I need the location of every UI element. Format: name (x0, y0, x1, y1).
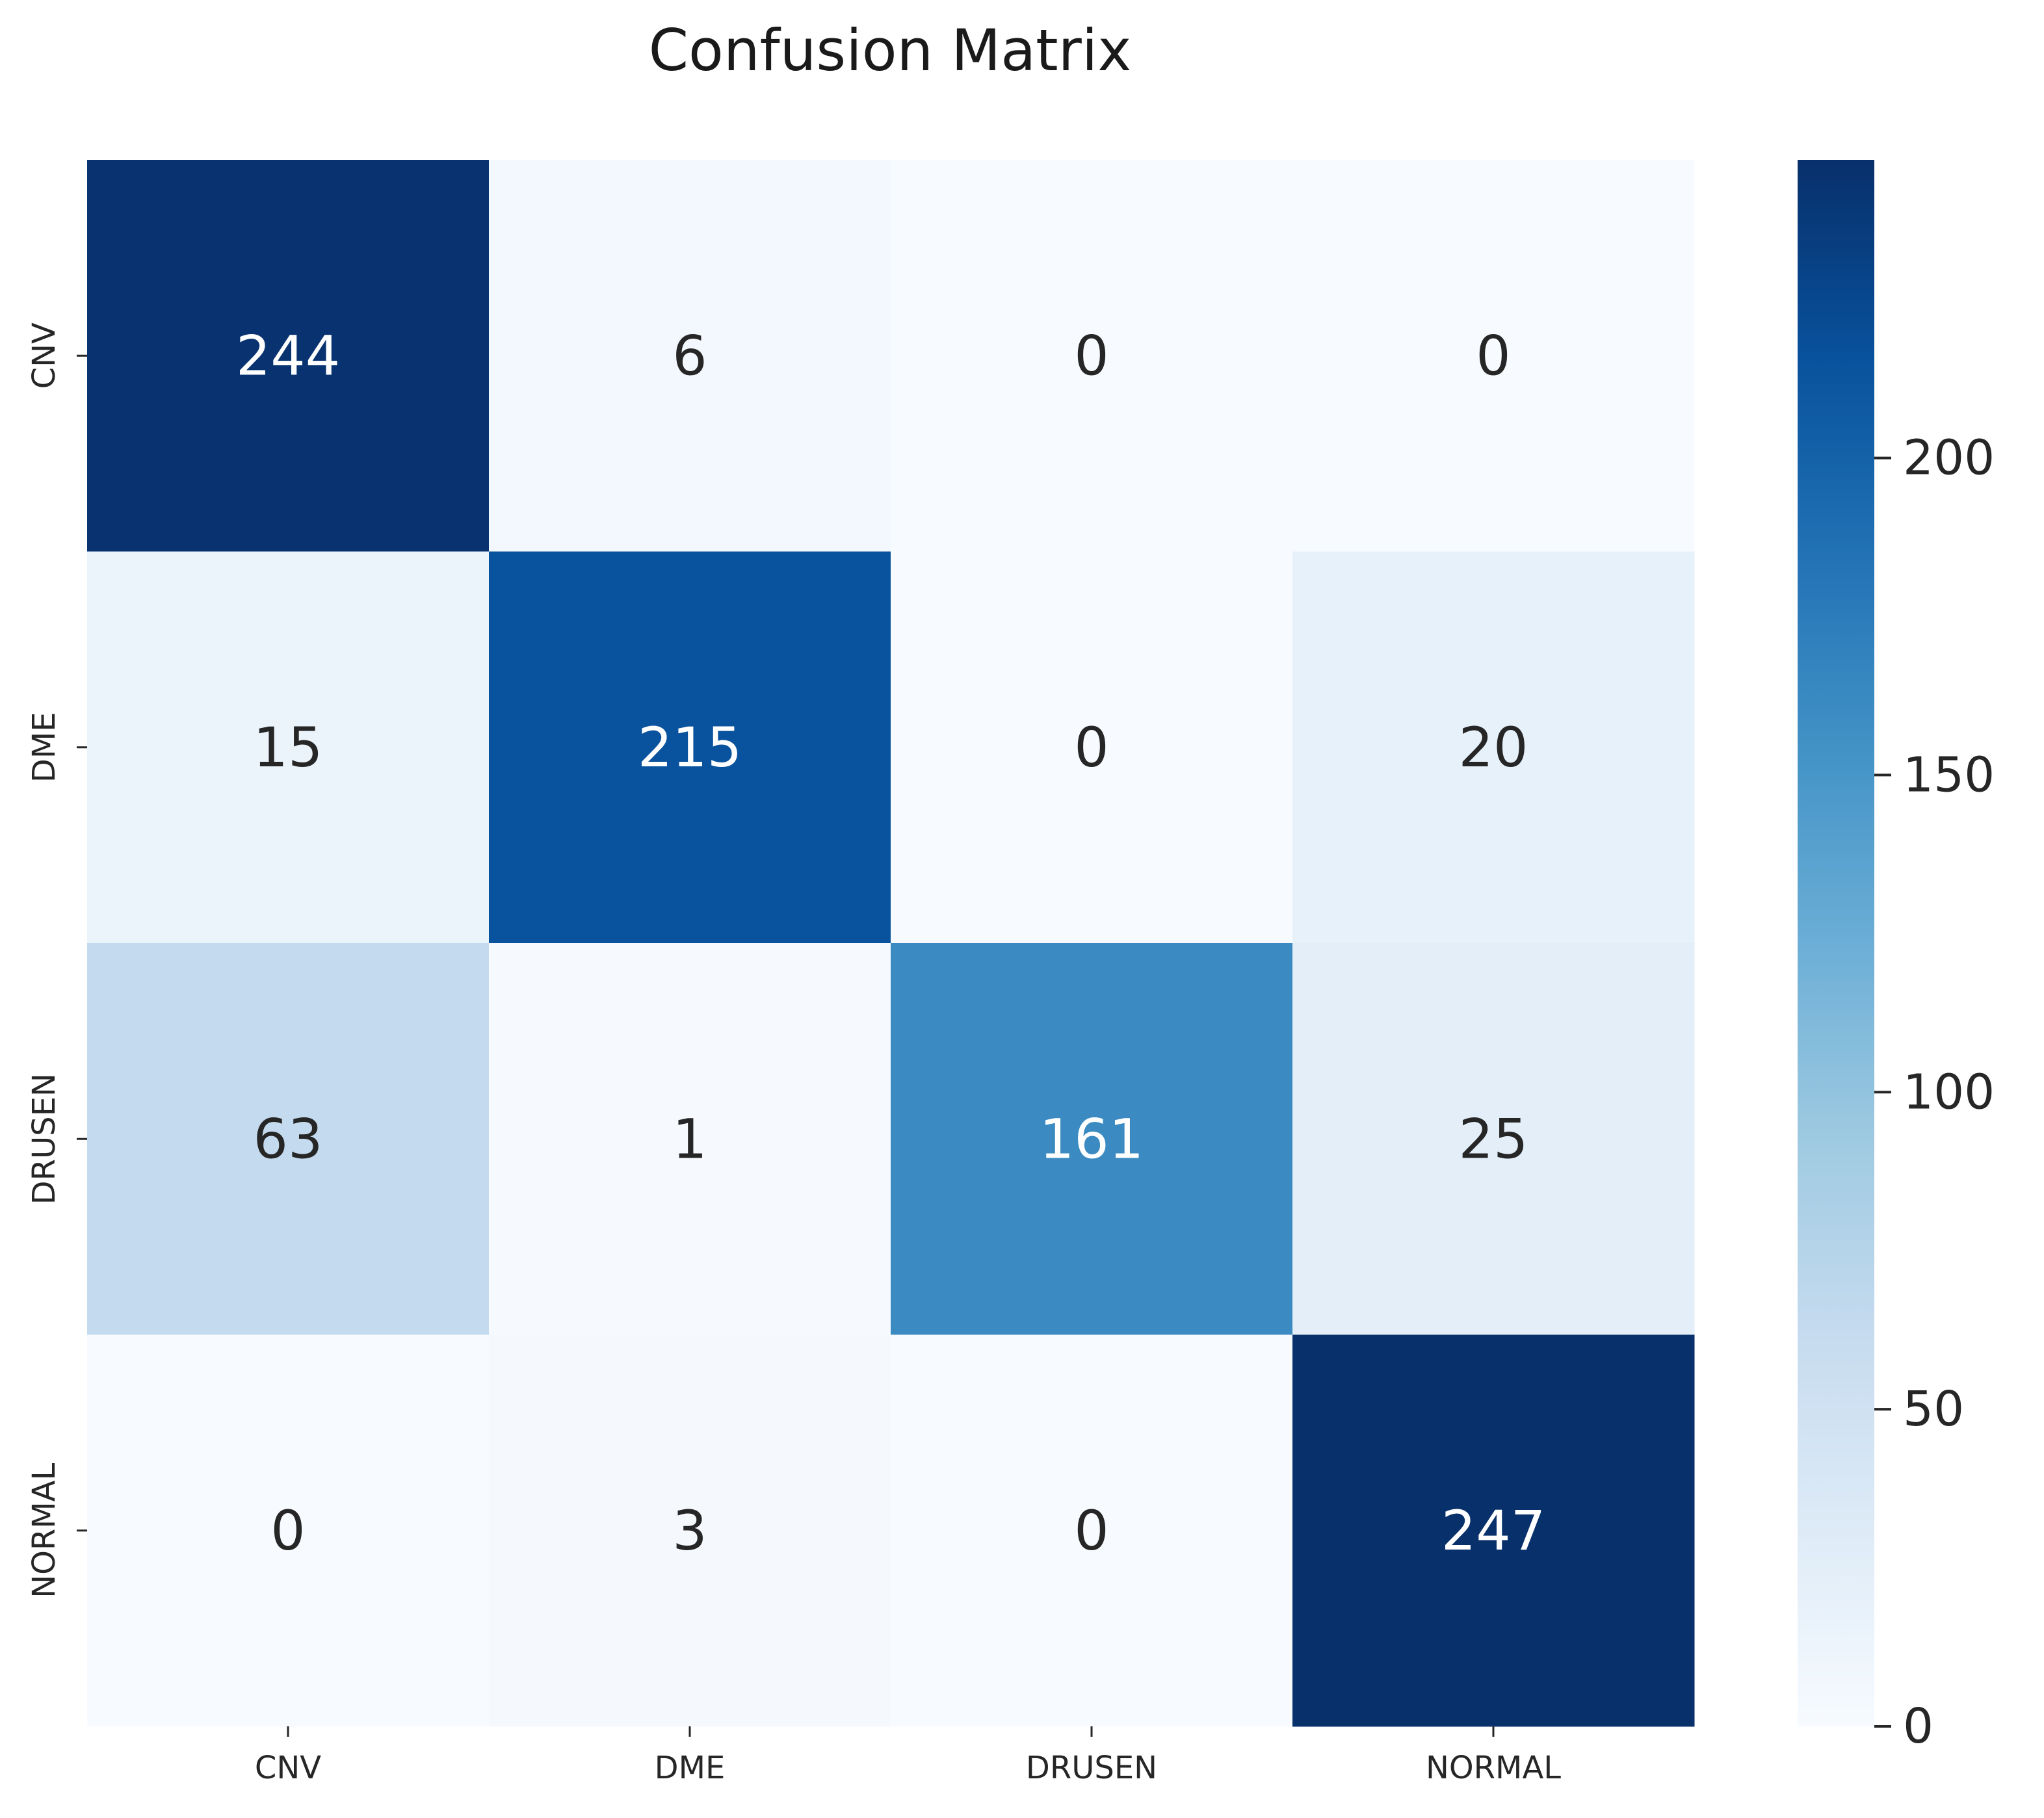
y-tick-label-cnv: CNV (26, 322, 62, 389)
y-axis: CNV DME DRUSEN NORMAL (26, 322, 87, 1598)
heatmap-cell-drusen-drusen (891, 943, 1293, 1335)
cell-value-label: 161 (1040, 1107, 1144, 1171)
cell-value-label: 20 (1459, 716, 1528, 779)
cell-value-label: 63 (254, 1107, 323, 1171)
colorbar-tick-label: 150 (1903, 747, 1995, 803)
heatmap-cell-drusen-dme (489, 943, 891, 1335)
chart-title: Confusion Matrix (649, 17, 1132, 84)
heatmap-cell-drusen-cnv (87, 943, 490, 1335)
heatmap-cell-dme-dme (489, 551, 891, 944)
heatmap-cell-cnv-dme (489, 160, 891, 552)
colorbar-tick-label: 200 (1903, 430, 1995, 486)
heatmap-cell-cnv-cnv (87, 160, 490, 552)
cell-value-label: 25 (1459, 1107, 1528, 1171)
x-tick-label-normal: NORMAL (1426, 1750, 1561, 1786)
cell-value-label: 0 (1074, 324, 1108, 387)
heatmap-cell-cnv-drusen (891, 160, 1293, 552)
colorbar-tick-label: 50 (1903, 1381, 1964, 1437)
x-tick-label-cnv: CNV (255, 1750, 321, 1786)
cell-value-label: 215 (638, 716, 742, 779)
heatmap-cell-dme-cnv (87, 551, 490, 944)
cell-value-label: 1 (672, 1107, 707, 1171)
cell-value-label: 244 (236, 324, 340, 387)
cell-value-label: 0 (270, 1499, 305, 1563)
heatmap-cell-drusen-normal (1292, 943, 1695, 1335)
y-tick-label-drusen: DRUSEN (26, 1073, 62, 1204)
x-axis: CNV DME DRUSEN NORMAL (255, 1726, 1561, 1786)
colorbar-ticks: 0 50 100 150 200 (1874, 430, 1995, 1754)
heatmap-grid: 244 6 0 0 15 215 0 20 63 1 161 25 0 3 0 247 (87, 160, 1695, 1727)
heatmap-cell-dme-normal (1292, 551, 1695, 944)
heatmap-cell-normal-normal (1292, 1334, 1695, 1727)
colorbar-tick-label: 100 (1903, 1064, 1995, 1120)
cell-value-label: 0 (1476, 324, 1510, 387)
colorbar-tick-label: 0 (1903, 1698, 1933, 1754)
colorbar: 0 50 100 150 200 (1798, 160, 1995, 1754)
cell-value-label: 3 (672, 1499, 707, 1563)
x-tick-label-dme: DME (655, 1750, 726, 1786)
cell-value-label: 247 (1441, 1499, 1545, 1563)
heatmap-cell-normal-drusen (891, 1334, 1293, 1727)
heatmap-cell-normal-cnv (87, 1334, 490, 1727)
cell-value-label: 15 (254, 716, 323, 779)
y-tick-label-normal: NORMAL (26, 1462, 62, 1598)
cell-value-label: 0 (1074, 716, 1108, 779)
x-tick-label-drusen: DRUSEN (1026, 1750, 1157, 1786)
y-tick-label-dme: DME (26, 712, 62, 783)
heatmap-cell-dme-drusen (891, 551, 1293, 944)
heatmap-cell-cnv-normal (1292, 160, 1695, 552)
colorbar-gradient (1798, 160, 1874, 1726)
heatmap-cell-normal-dme (489, 1334, 891, 1727)
cell-value-label: 0 (1074, 1499, 1108, 1563)
cell-value-label: 6 (672, 324, 707, 387)
